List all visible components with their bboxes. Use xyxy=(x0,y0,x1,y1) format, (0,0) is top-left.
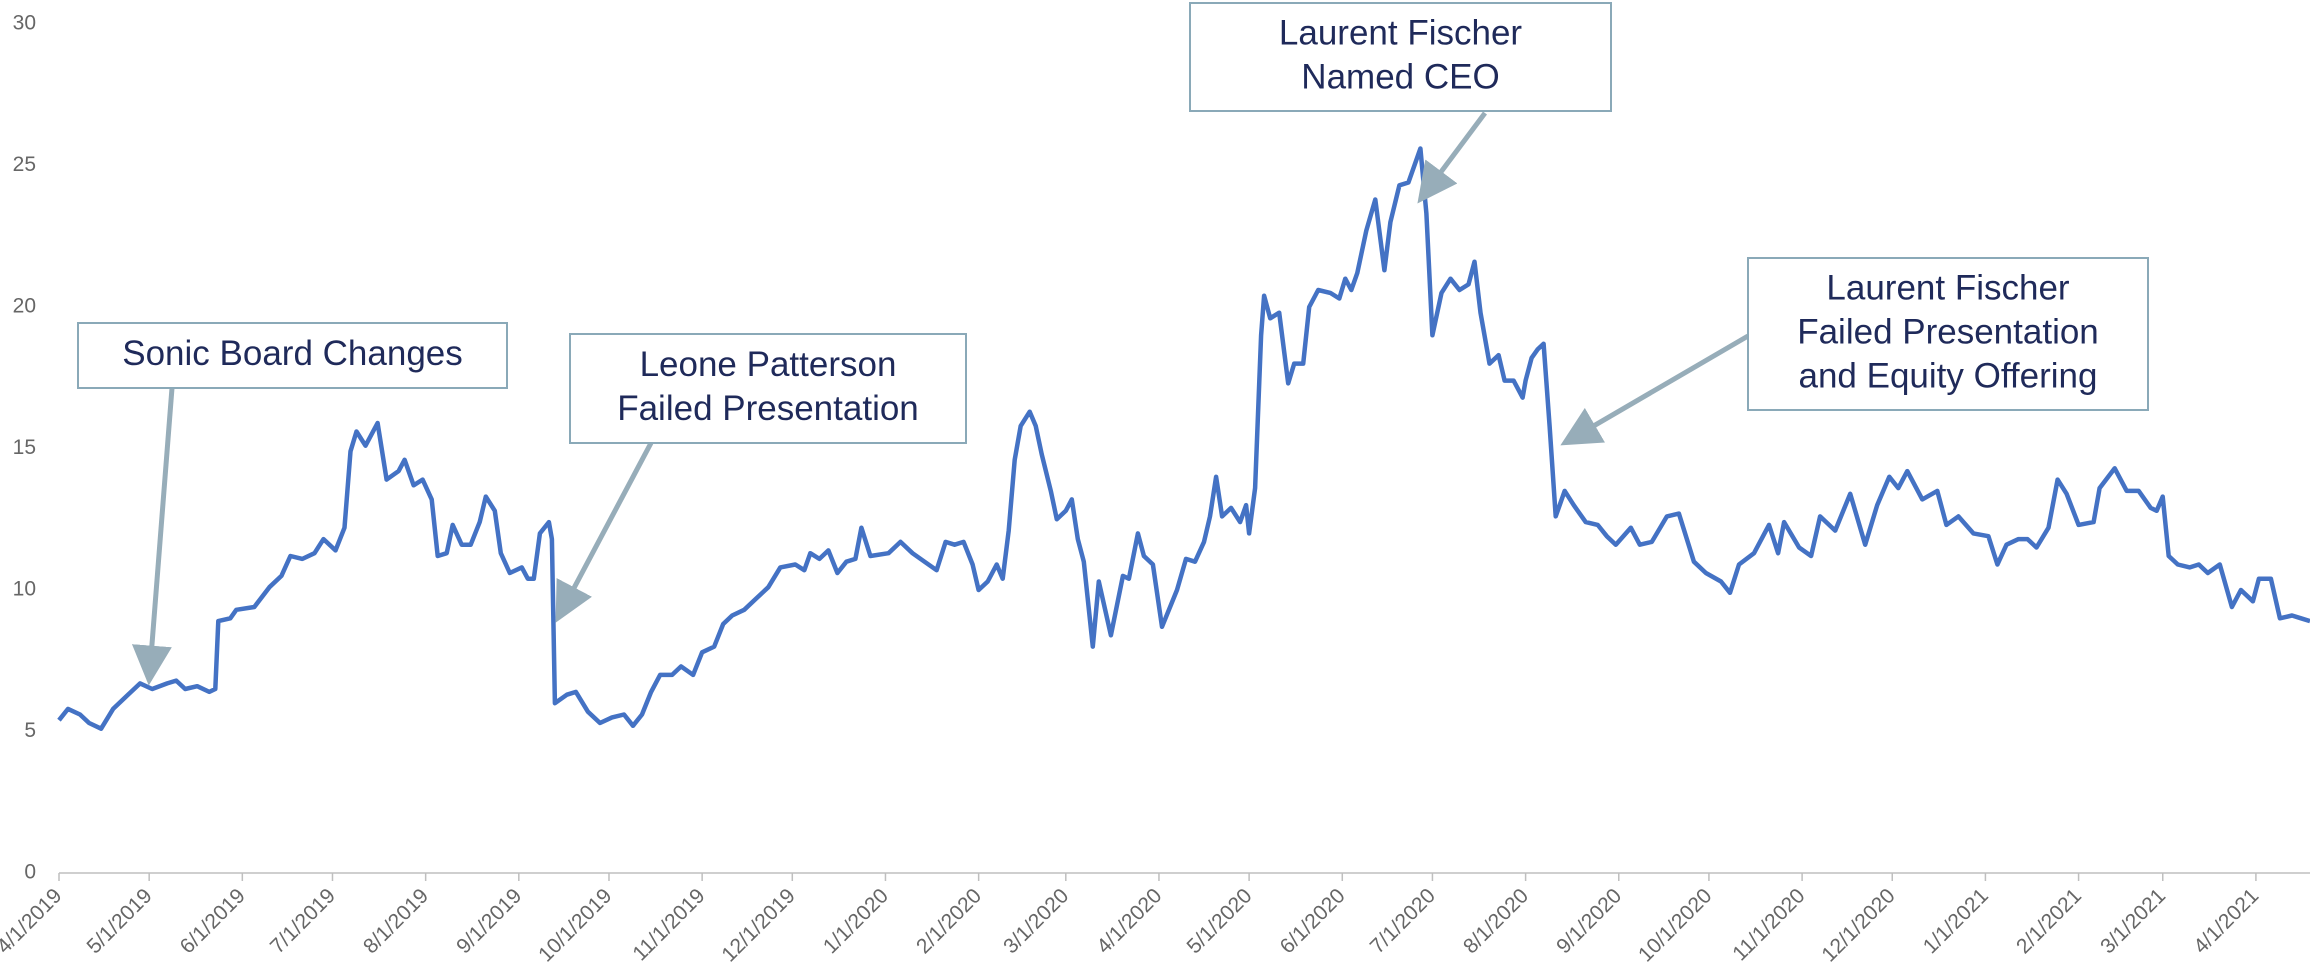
annotation-text: Laurent Fischer xyxy=(1279,13,1523,52)
x-tick-label: 4/1/2020 xyxy=(1092,884,1166,958)
x-tick-label: 11/1/2019 xyxy=(628,884,709,965)
x-tick-label: 5/1/2020 xyxy=(1183,884,1257,958)
annotation-text: Failed Presentation xyxy=(1797,312,2099,351)
annotation-arrow xyxy=(1417,111,1488,204)
annotation-box xyxy=(77,322,508,389)
x-tick-label: 10/1/2019 xyxy=(534,884,616,966)
x-tick-label: 10/1/2020 xyxy=(1634,884,1716,966)
y-tick-label: 10 xyxy=(13,578,36,601)
line-series xyxy=(57,146,2310,731)
x-tick-label: 12/1/2019 xyxy=(717,884,799,966)
annotation-text: Sonic Board Changes xyxy=(122,334,463,373)
x-tick-label: 7/1/2019 xyxy=(266,884,340,958)
annotation-text: Leone Patterson xyxy=(640,345,897,384)
x-tick-label: 7/1/2020 xyxy=(1366,884,1440,958)
annotation-box xyxy=(1747,257,2149,411)
x-tick-label: 9/1/2019 xyxy=(452,884,526,958)
x-tick-label: 5/1/2019 xyxy=(83,884,157,958)
annotation-arrow xyxy=(131,387,175,686)
x-tick-label: 4/1/2019 xyxy=(0,884,66,958)
annotation-box xyxy=(569,333,967,444)
y-tick-label: 30 xyxy=(13,12,36,35)
y-tick-label: 20 xyxy=(13,295,36,318)
x-tick-label: 1/1/2021 xyxy=(1919,884,1993,958)
x-tick-label: 8/1/2019 xyxy=(359,884,433,958)
annotation-text: Named CEO xyxy=(1301,57,1499,96)
y-tick-label: 25 xyxy=(13,153,36,176)
annotation-arrow xyxy=(555,441,654,623)
annotation-box xyxy=(1189,2,1612,112)
x-tick-label: 9/1/2020 xyxy=(1552,884,1626,958)
x-tick-label: 1/1/2020 xyxy=(819,884,893,958)
x-tick-label: 6/1/2020 xyxy=(1276,884,1350,958)
annotation-text: Failed Presentation xyxy=(617,389,919,428)
y-tick-label: 15 xyxy=(13,436,36,459)
annotation-text: and Equity Offering xyxy=(1799,356,2098,395)
x-tick-label: 2/1/2021 xyxy=(2012,884,2086,958)
y-tick-label: 0 xyxy=(24,861,36,884)
x-tick-label: 3/1/2020 xyxy=(999,884,1073,958)
x-tick-label: 6/1/2019 xyxy=(176,884,250,958)
y-tick-label: 5 xyxy=(24,719,36,742)
x-tick-label: 2/1/2020 xyxy=(912,884,986,958)
annotation-arrow xyxy=(1560,333,1750,446)
x-tick-label: 3/1/2021 xyxy=(2096,884,2170,958)
x-tick-label: 11/1/2020 xyxy=(1728,884,1809,965)
x-tick-label: 12/1/2020 xyxy=(1817,884,1899,966)
x-tick-label: 4/1/2021 xyxy=(2189,884,2263,958)
x-tick-label: 8/1/2020 xyxy=(1459,884,1533,958)
annotation-text: Laurent Fischer xyxy=(1826,268,2070,307)
